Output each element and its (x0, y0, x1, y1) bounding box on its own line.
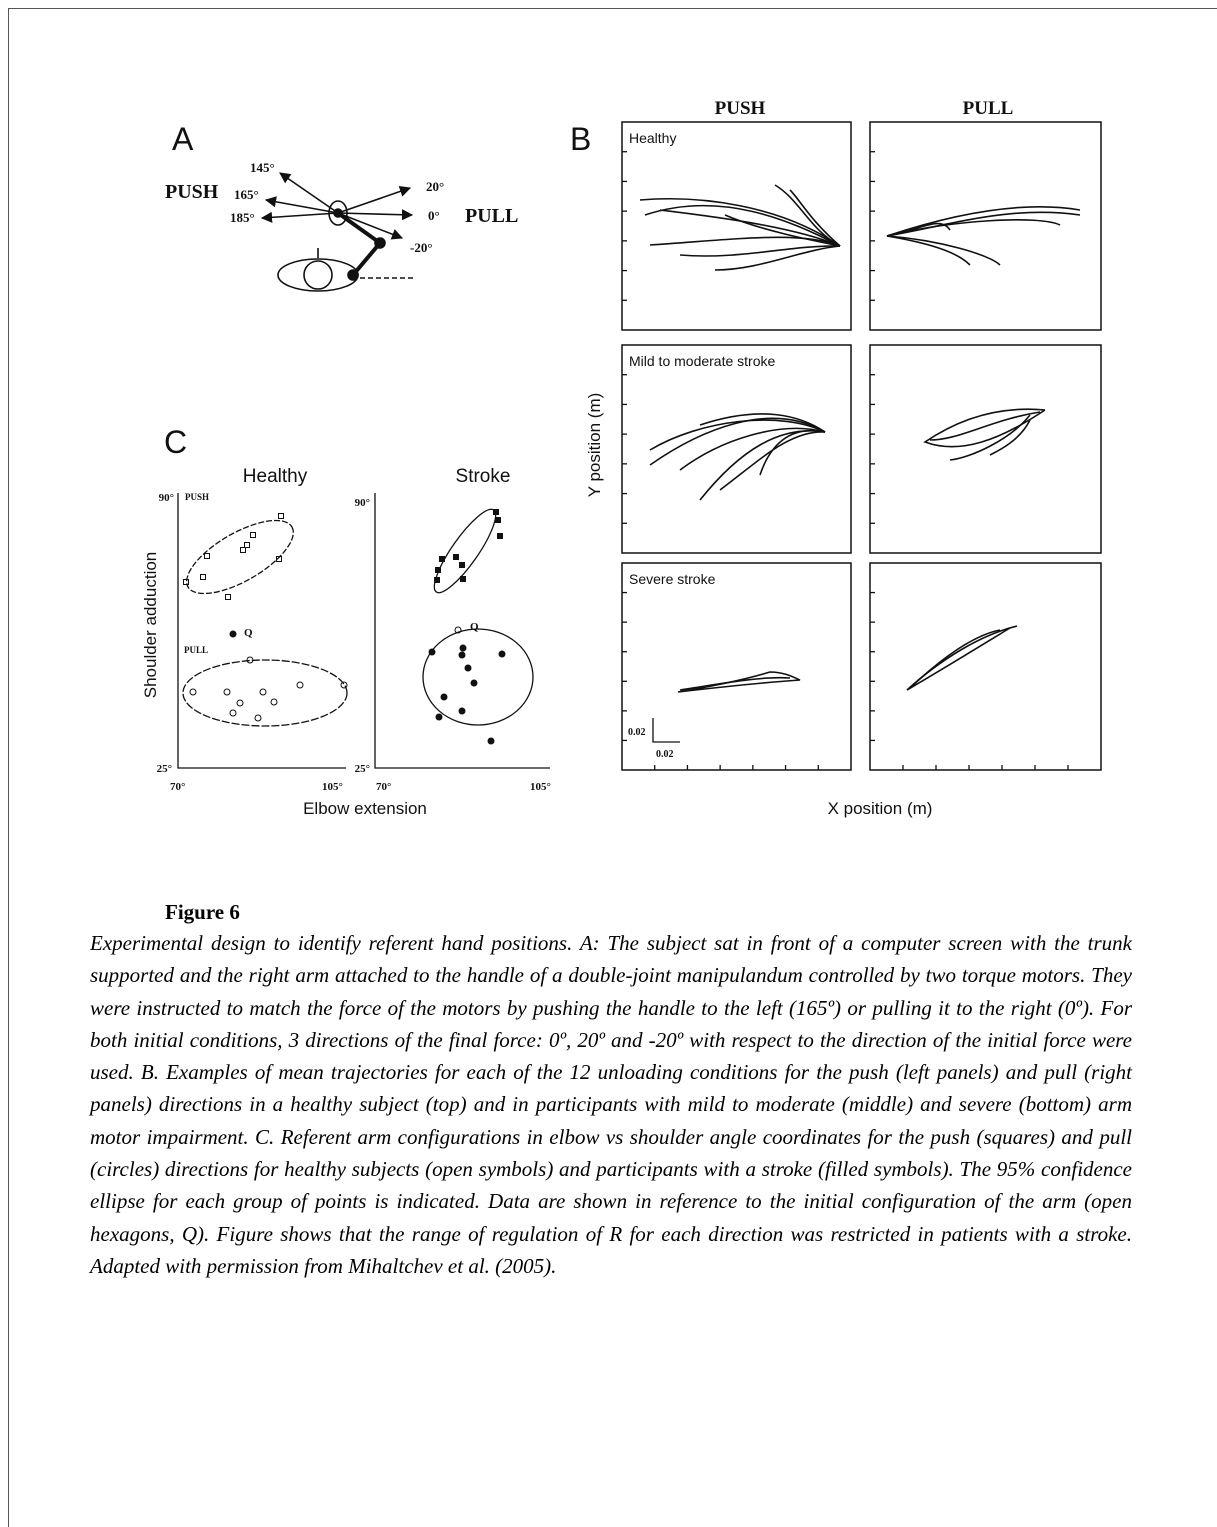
x-axis-label: Elbow extension (303, 799, 427, 818)
y-tick-label: 90° (159, 492, 174, 504)
point (224, 689, 230, 695)
point (459, 708, 465, 714)
point (341, 682, 347, 688)
point (459, 652, 465, 658)
trajectory-panel (622, 563, 851, 770)
angle-label: 20° (426, 179, 444, 194)
condition-label: PULL (184, 645, 208, 655)
panel-b: B PUSH PULL Y position (m) X position (m… (570, 98, 1101, 818)
y-tick-label: 25° (157, 763, 172, 775)
panel-c: C Healthy Stroke PUSH PULL Shoulder addu… (141, 424, 551, 818)
point (440, 557, 445, 562)
trajectory-panel (622, 122, 851, 330)
trajectory-panel (622, 345, 851, 553)
marker-label: Q (244, 627, 253, 639)
panel-a: A PUSH PULL 145° 165° 185° 20° 0° -20° (165, 121, 518, 291)
page: A PUSH PULL 145° 165° 185° 20° 0° -20° B… (0, 0, 1217, 1526)
condition-label: PUSH (185, 492, 209, 502)
group-title: Stroke (456, 466, 511, 487)
angle-label: 145° (250, 160, 275, 175)
point (460, 645, 466, 651)
point (499, 651, 505, 657)
point (245, 543, 250, 548)
point (271, 699, 277, 705)
point (435, 578, 440, 583)
push-label: PUSH (165, 181, 219, 203)
point (279, 514, 284, 519)
panel-label: A (172, 121, 194, 157)
scale-label: 0.02 (628, 727, 646, 738)
pull-label: PULL (465, 205, 518, 227)
point (237, 700, 243, 706)
caption-title: Figure 6 (165, 900, 240, 925)
point (461, 577, 466, 582)
point (494, 510, 499, 515)
point (488, 738, 494, 744)
point (471, 680, 477, 686)
x-tick-label: 70° (170, 781, 185, 793)
angle-label: 165° (234, 187, 259, 202)
panel-label: C (164, 424, 187, 460)
point (465, 665, 471, 671)
column-title: PULL (963, 98, 1014, 119)
y-tick-label: 25° (355, 763, 370, 775)
figure: A PUSH PULL 145° 165° 185° 20° 0° -20° B… (0, 0, 1217, 860)
point (441, 694, 447, 700)
point (429, 649, 435, 655)
y-axis-label: Y position (m) (585, 393, 604, 498)
marker-label: Q (470, 621, 479, 633)
point (205, 554, 210, 559)
point (241, 548, 246, 553)
scale-label: 0.02 (656, 749, 674, 760)
point (184, 580, 189, 585)
point (454, 555, 459, 560)
panel-label: B (570, 121, 591, 157)
x-tick-label: 105° (322, 781, 343, 793)
angle-label: 0° (428, 208, 440, 223)
trajectory-panel (870, 122, 1101, 330)
x-axis-label: X position (m) (828, 799, 933, 818)
point (496, 518, 501, 523)
y-axis-label: Shoulder adduction (141, 552, 160, 699)
trajectory-panel (870, 563, 1101, 770)
row-label: Healthy (629, 130, 676, 146)
point (460, 563, 465, 568)
y-tick-label: 90° (355, 497, 370, 509)
angle-label: -20° (410, 240, 433, 255)
point (251, 533, 256, 538)
x-tick-label: 105° (530, 781, 551, 793)
point (230, 631, 236, 637)
point (498, 534, 503, 539)
point (436, 568, 441, 573)
point (201, 575, 206, 580)
point (230, 710, 236, 716)
point (255, 715, 261, 721)
point (260, 689, 266, 695)
point (226, 595, 231, 600)
column-title: PUSH (715, 98, 766, 119)
point (436, 714, 442, 720)
point (190, 689, 196, 695)
row-label: Severe stroke (629, 571, 716, 587)
group-title: Healthy (243, 466, 308, 487)
x-tick-label: 70° (376, 781, 391, 793)
angle-label: 185° (230, 210, 255, 225)
point (297, 682, 303, 688)
caption-text: Experimental design to identify referent… (90, 927, 1132, 1282)
row-label: Mild to moderate stroke (629, 353, 775, 369)
